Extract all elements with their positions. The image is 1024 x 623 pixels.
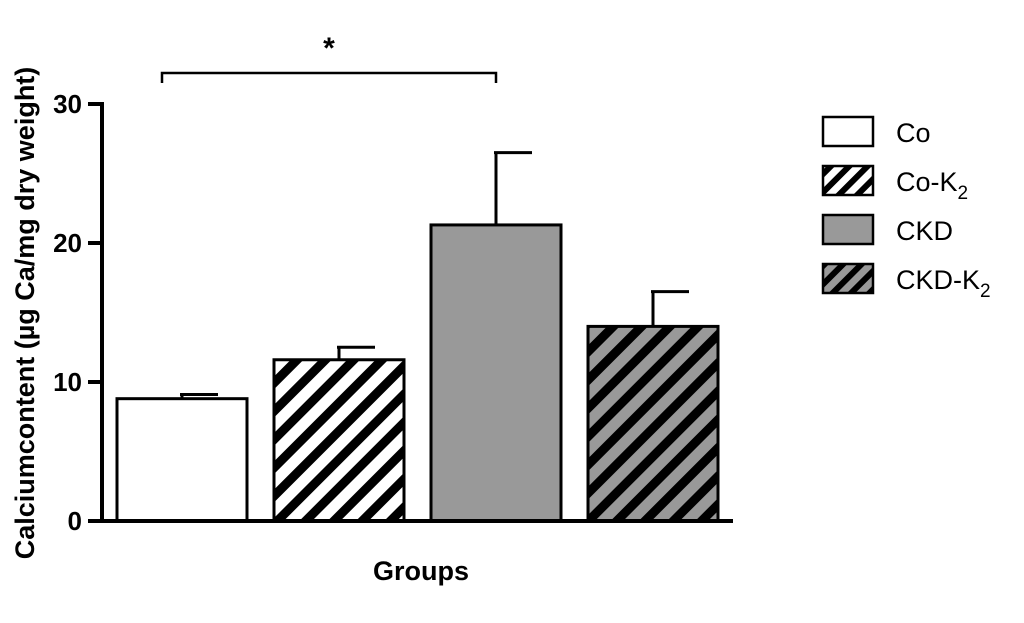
error-bars-layer <box>180 151 689 399</box>
significance-bracket: * <box>160 32 498 83</box>
bar-ckd-k2 <box>586 324 720 523</box>
y-tick-label: 30 <box>53 89 82 119</box>
y-tick-label: 20 <box>53 228 82 258</box>
legend-item: CKD <box>821 213 953 246</box>
legend-swatch <box>821 262 875 295</box>
y-tick-label: 10 <box>53 367 82 397</box>
legend-swatch <box>821 213 875 246</box>
y-tick-label: 0 <box>68 506 82 536</box>
legend: Co Co-K2 CKD CKD-K2 <box>821 115 991 302</box>
legend-item: Co <box>821 115 931 148</box>
bar-co-k2 <box>272 358 406 523</box>
legend-label: CKD <box>896 216 953 246</box>
legend-label: Co <box>896 118 931 148</box>
y-ticks: 0 10 20 30 <box>53 89 102 536</box>
legend-item: Co-K2 <box>821 164 968 204</box>
legend-item: CKD-K2 <box>821 262 991 302</box>
bars-layer <box>115 223 720 523</box>
bar-co <box>115 397 249 523</box>
legend-label: CKD-K2 <box>896 265 991 302</box>
legend-swatch <box>821 164 875 197</box>
significance-star: * <box>323 32 335 65</box>
y-axis-title: Calciumcontent (µg Ca/mg dry weight) <box>10 67 40 560</box>
significance-line <box>160 71 498 83</box>
axes: 0 10 20 30 <box>53 89 733 536</box>
legend-swatch <box>821 115 875 148</box>
x-axis-title: Groups <box>373 556 469 586</box>
legend-label: Co-K2 <box>896 167 968 204</box>
bar-ckd <box>429 223 563 523</box>
